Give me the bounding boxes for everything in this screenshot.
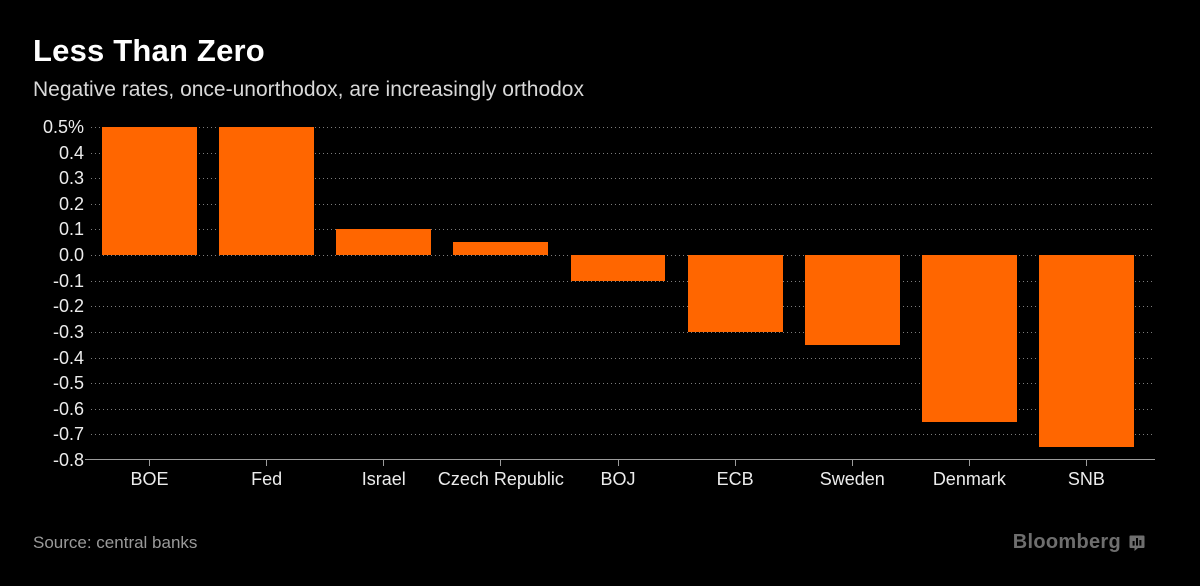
gridline xyxy=(91,331,1155,333)
gridline xyxy=(91,408,1155,410)
y-axis-label: 0.1 xyxy=(58,219,84,240)
x-axis-label: Sweden xyxy=(819,469,885,489)
x-axis-tick xyxy=(851,460,853,466)
x-axis-label: BOE xyxy=(130,469,169,489)
x-axis-tick xyxy=(266,460,268,466)
y-axis-label: 0.0 xyxy=(58,245,84,266)
gridline xyxy=(91,306,1155,308)
x-axis-label: Fed xyxy=(251,469,283,489)
x-axis-label: SNB xyxy=(1067,469,1105,489)
bar-boj xyxy=(570,255,666,281)
y-axis-label: -0.8 xyxy=(52,450,84,470)
y-axis-label: -0.7 xyxy=(52,424,84,445)
y-axis-label: 0.4 xyxy=(58,142,84,163)
y-axis-label: 0.2 xyxy=(58,193,84,214)
bar-snb xyxy=(1039,255,1134,448)
x-axis-label: Denmark xyxy=(932,469,1006,489)
gridline xyxy=(91,434,1155,436)
gridline xyxy=(91,152,1155,154)
x-axis-tick xyxy=(383,460,385,466)
chart-title: Less Than Zero xyxy=(33,33,265,68)
y-axis-label: -0.2 xyxy=(52,296,84,317)
y-axis-label: -0.4 xyxy=(52,347,84,368)
y-axis-label: 0.5% xyxy=(42,117,84,137)
bar-israel xyxy=(336,229,432,256)
gridline xyxy=(91,280,1155,282)
y-axis-label: -0.1 xyxy=(52,270,84,291)
y-axis-label: 0.3 xyxy=(58,168,84,189)
x-axis-tick xyxy=(149,460,151,466)
bar-boe xyxy=(102,127,197,256)
bar-fed xyxy=(219,127,315,256)
gridline xyxy=(91,127,1155,128)
x-axis-label: Israel xyxy=(361,469,406,489)
bar-ecb xyxy=(687,255,783,332)
y-axis-label: -0.3 xyxy=(52,321,84,342)
bar-sweden xyxy=(804,255,900,345)
bloomberg-logo-text: Bloomberg xyxy=(1012,531,1121,553)
gridline xyxy=(91,229,1155,231)
x-axis-label: ECB xyxy=(716,469,754,489)
x-axis-label: Czech Republic xyxy=(437,469,564,489)
y-axis-label: -0.5 xyxy=(52,373,84,394)
gridline xyxy=(91,203,1155,205)
x-axis-tick xyxy=(968,460,970,466)
bar-czech-republic xyxy=(453,242,549,256)
gridline xyxy=(91,383,1155,385)
y-axis-label: -0.6 xyxy=(52,398,84,419)
x-axis-tick xyxy=(1085,460,1087,466)
brand: Bloomberg xyxy=(1013,531,1145,554)
gridline xyxy=(91,178,1155,180)
source-note: Source: central banks xyxy=(33,533,198,552)
x-axis-tick xyxy=(734,460,736,466)
x-axis-line xyxy=(85,459,1155,460)
x-axis-label: BOJ xyxy=(600,469,636,489)
bloomberg-chart-bubble-icon xyxy=(1129,535,1145,551)
x-axis-tick xyxy=(500,460,502,466)
chart-subtitle: Negative rates, once-unorthodox, are inc… xyxy=(33,78,584,101)
bar-denmark xyxy=(921,255,1017,422)
gridline xyxy=(91,357,1155,359)
plot-area xyxy=(85,127,1155,466)
x-axis-tick xyxy=(617,460,619,466)
